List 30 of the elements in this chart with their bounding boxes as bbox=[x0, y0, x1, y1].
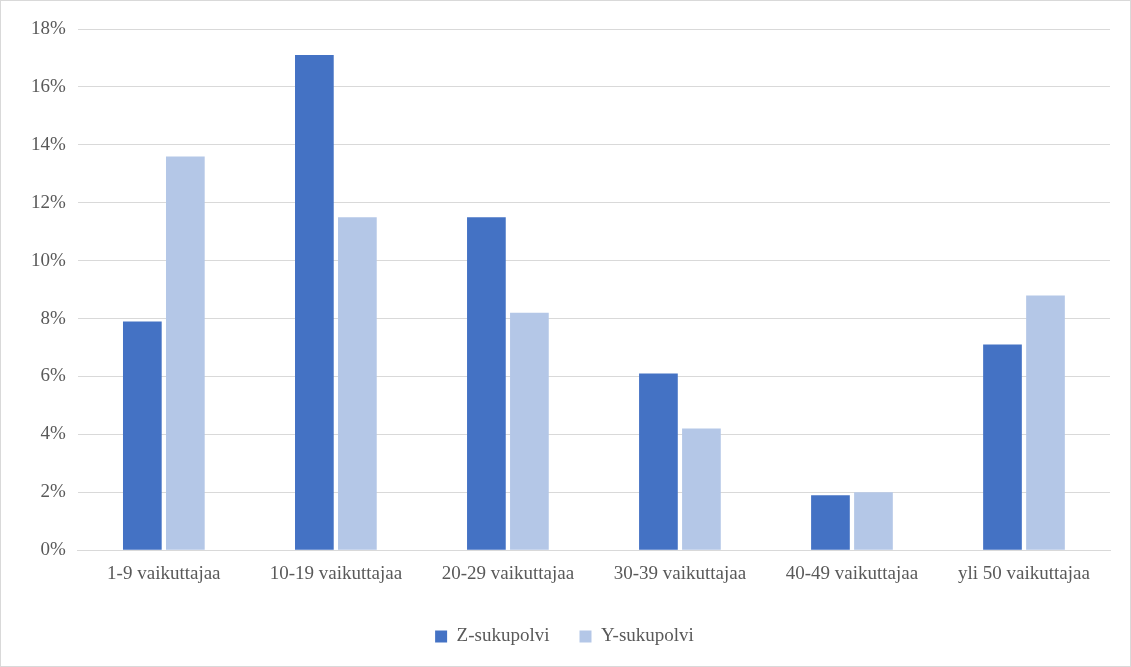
x-tick-label: 20-29 vaikuttajaa bbox=[441, 561, 575, 583]
bar bbox=[682, 428, 721, 550]
bar bbox=[1026, 295, 1065, 550]
bar bbox=[983, 344, 1022, 550]
y-tick-label: 0% bbox=[40, 538, 66, 560]
y-tick-label: 2% bbox=[40, 480, 66, 502]
bar bbox=[165, 156, 205, 550]
bar bbox=[467, 217, 506, 550]
legend-label: Z-sukupolvi bbox=[456, 624, 550, 646]
y-tick-label: 14% bbox=[31, 132, 66, 154]
y-tick-label: 6% bbox=[40, 364, 66, 386]
y-tick-label: 10% bbox=[31, 248, 66, 270]
legend-label: Y-sukupolvi bbox=[601, 624, 694, 646]
x-tick-label: 40-49 vaikuttajaa bbox=[785, 561, 919, 583]
x-tick-label: 30-39 vaikuttajaa bbox=[613, 561, 747, 583]
bar bbox=[510, 312, 549, 550]
x-tick-label: yli 50 vaikuttajaa bbox=[958, 561, 1091, 583]
bar bbox=[295, 55, 334, 550]
y-tick-label: 4% bbox=[40, 422, 66, 444]
bar bbox=[122, 321, 162, 550]
x-tick-label: 1-9 vaikuttajaa bbox=[107, 561, 222, 583]
bar bbox=[639, 373, 678, 550]
bar bbox=[338, 217, 377, 550]
bar bbox=[854, 492, 893, 550]
bar bbox=[811, 495, 850, 550]
y-tick-label: 12% bbox=[31, 190, 66, 212]
y-tick-label: 16% bbox=[31, 74, 66, 96]
x-tick-label: 10-19 vaikuttajaa bbox=[269, 561, 403, 583]
y-tick-label: 18% bbox=[31, 16, 66, 38]
y-tick-label: 8% bbox=[40, 306, 66, 328]
